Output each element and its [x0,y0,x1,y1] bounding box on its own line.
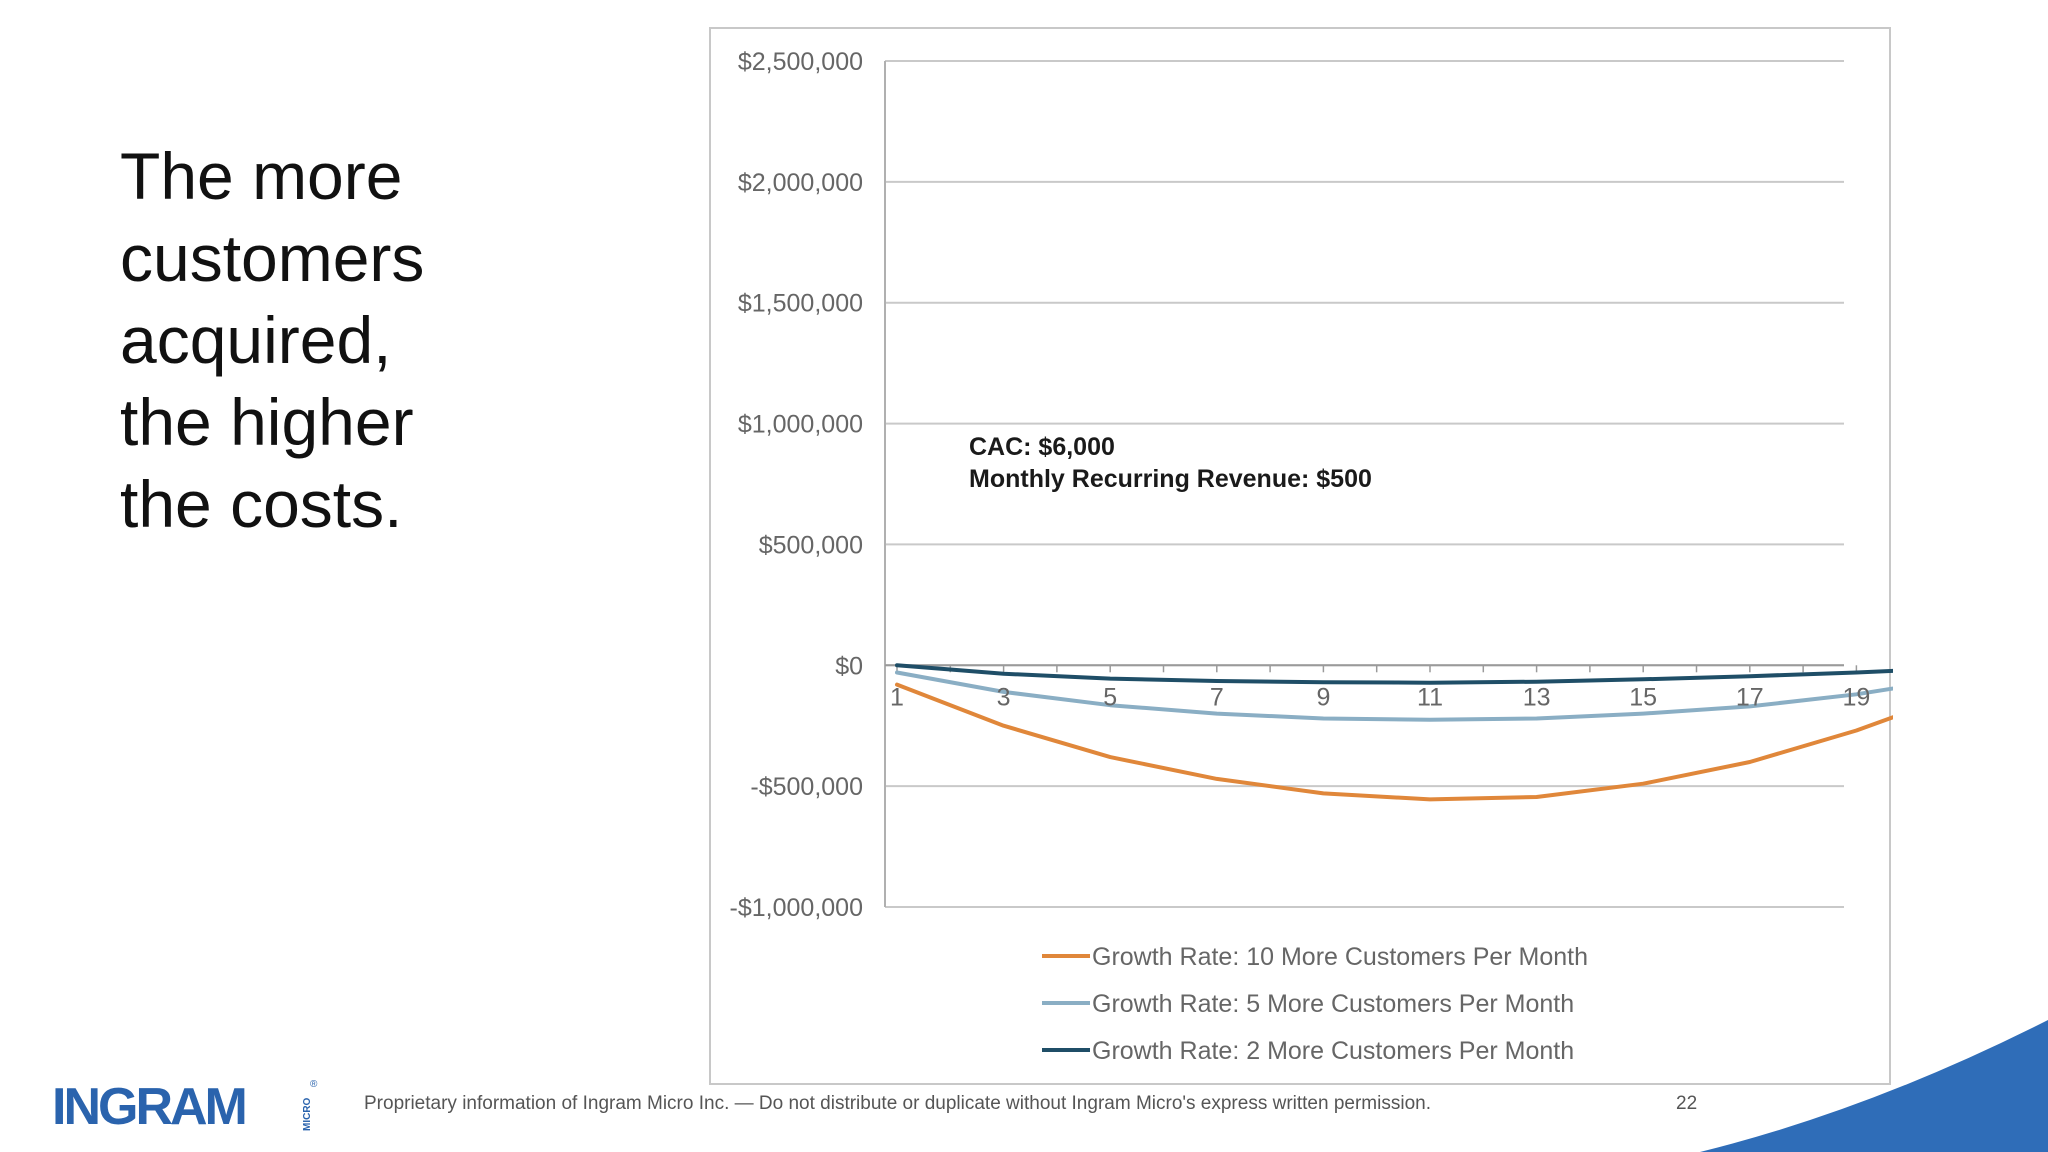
x-tick-label: 19 [1842,683,1870,711]
chart-annotation-line: CAC: $6,000 [969,433,1115,461]
y-tick-label: $2,500,000 [738,48,863,76]
chart-annotation-line: Monthly Recurring Revenue: $500 [969,465,1372,493]
x-tick-label: 1 [890,683,904,711]
legend-label: Growth Rate: 2 More Customers Per Month [1092,1037,1574,1065]
headline-line: the costs. [120,467,403,541]
headline-line: acquired, [120,303,392,377]
x-tick-label: 7 [1210,683,1224,711]
footer-disclaimer: Proprietary information of Ingram Micro … [364,1093,1431,1114]
slide-headline: The more customers acquired, the higher the … [120,135,540,545]
y-tick-label: -$1,000,000 [730,894,863,922]
series-line-2 [895,670,1893,722]
x-tick-label: 3 [997,683,1011,711]
headline-line: The more [120,139,403,213]
x-tick-label: 17 [1736,683,1764,711]
logo-wordmark: INGRAM [52,1078,245,1136]
logo-registered-mark: ® [310,1079,318,1090]
headline-line: customers [120,221,425,295]
legend-label: Growth Rate: 5 More Customers Per Month [1092,990,1574,1018]
page-number: 22 [1676,1093,1698,1114]
ingram-micro-logo: INGRAM MICRO ® [52,1078,318,1136]
x-tick-label: 13 [1523,683,1551,711]
y-tick-label: $2,000,000 [738,169,863,197]
y-tick-label: $0 [835,652,863,680]
x-tick-label: 9 [1316,683,1330,711]
logo-micro: MICRO [302,1097,313,1131]
y-tick-label: -$500,000 [750,773,863,801]
corner-swoosh-decoration [1700,1020,2048,1152]
y-tick-label: $500,000 [759,531,863,559]
chart-frame: $2,500,000 $2,000,000 $1,500,000 $1,000,000… [709,27,1893,1085]
headline-line: the higher [120,385,414,459]
x-tick-label: 11 [1417,683,1443,711]
legend-label: Growth Rate: 10 More Customers Per Month [1092,943,1588,971]
x-tick-label: 15 [1629,683,1657,711]
series-line-1 [895,682,1893,802]
series-line-3 [895,663,1893,685]
y-tick-label: $1,500,000 [738,290,863,318]
y-tick-label: $1,000,000 [738,411,863,439]
x-tick-label: 5 [1103,683,1117,711]
chart: $2,500,000 $2,000,000 $1,500,000 $1,000,000… [730,48,1893,1065]
